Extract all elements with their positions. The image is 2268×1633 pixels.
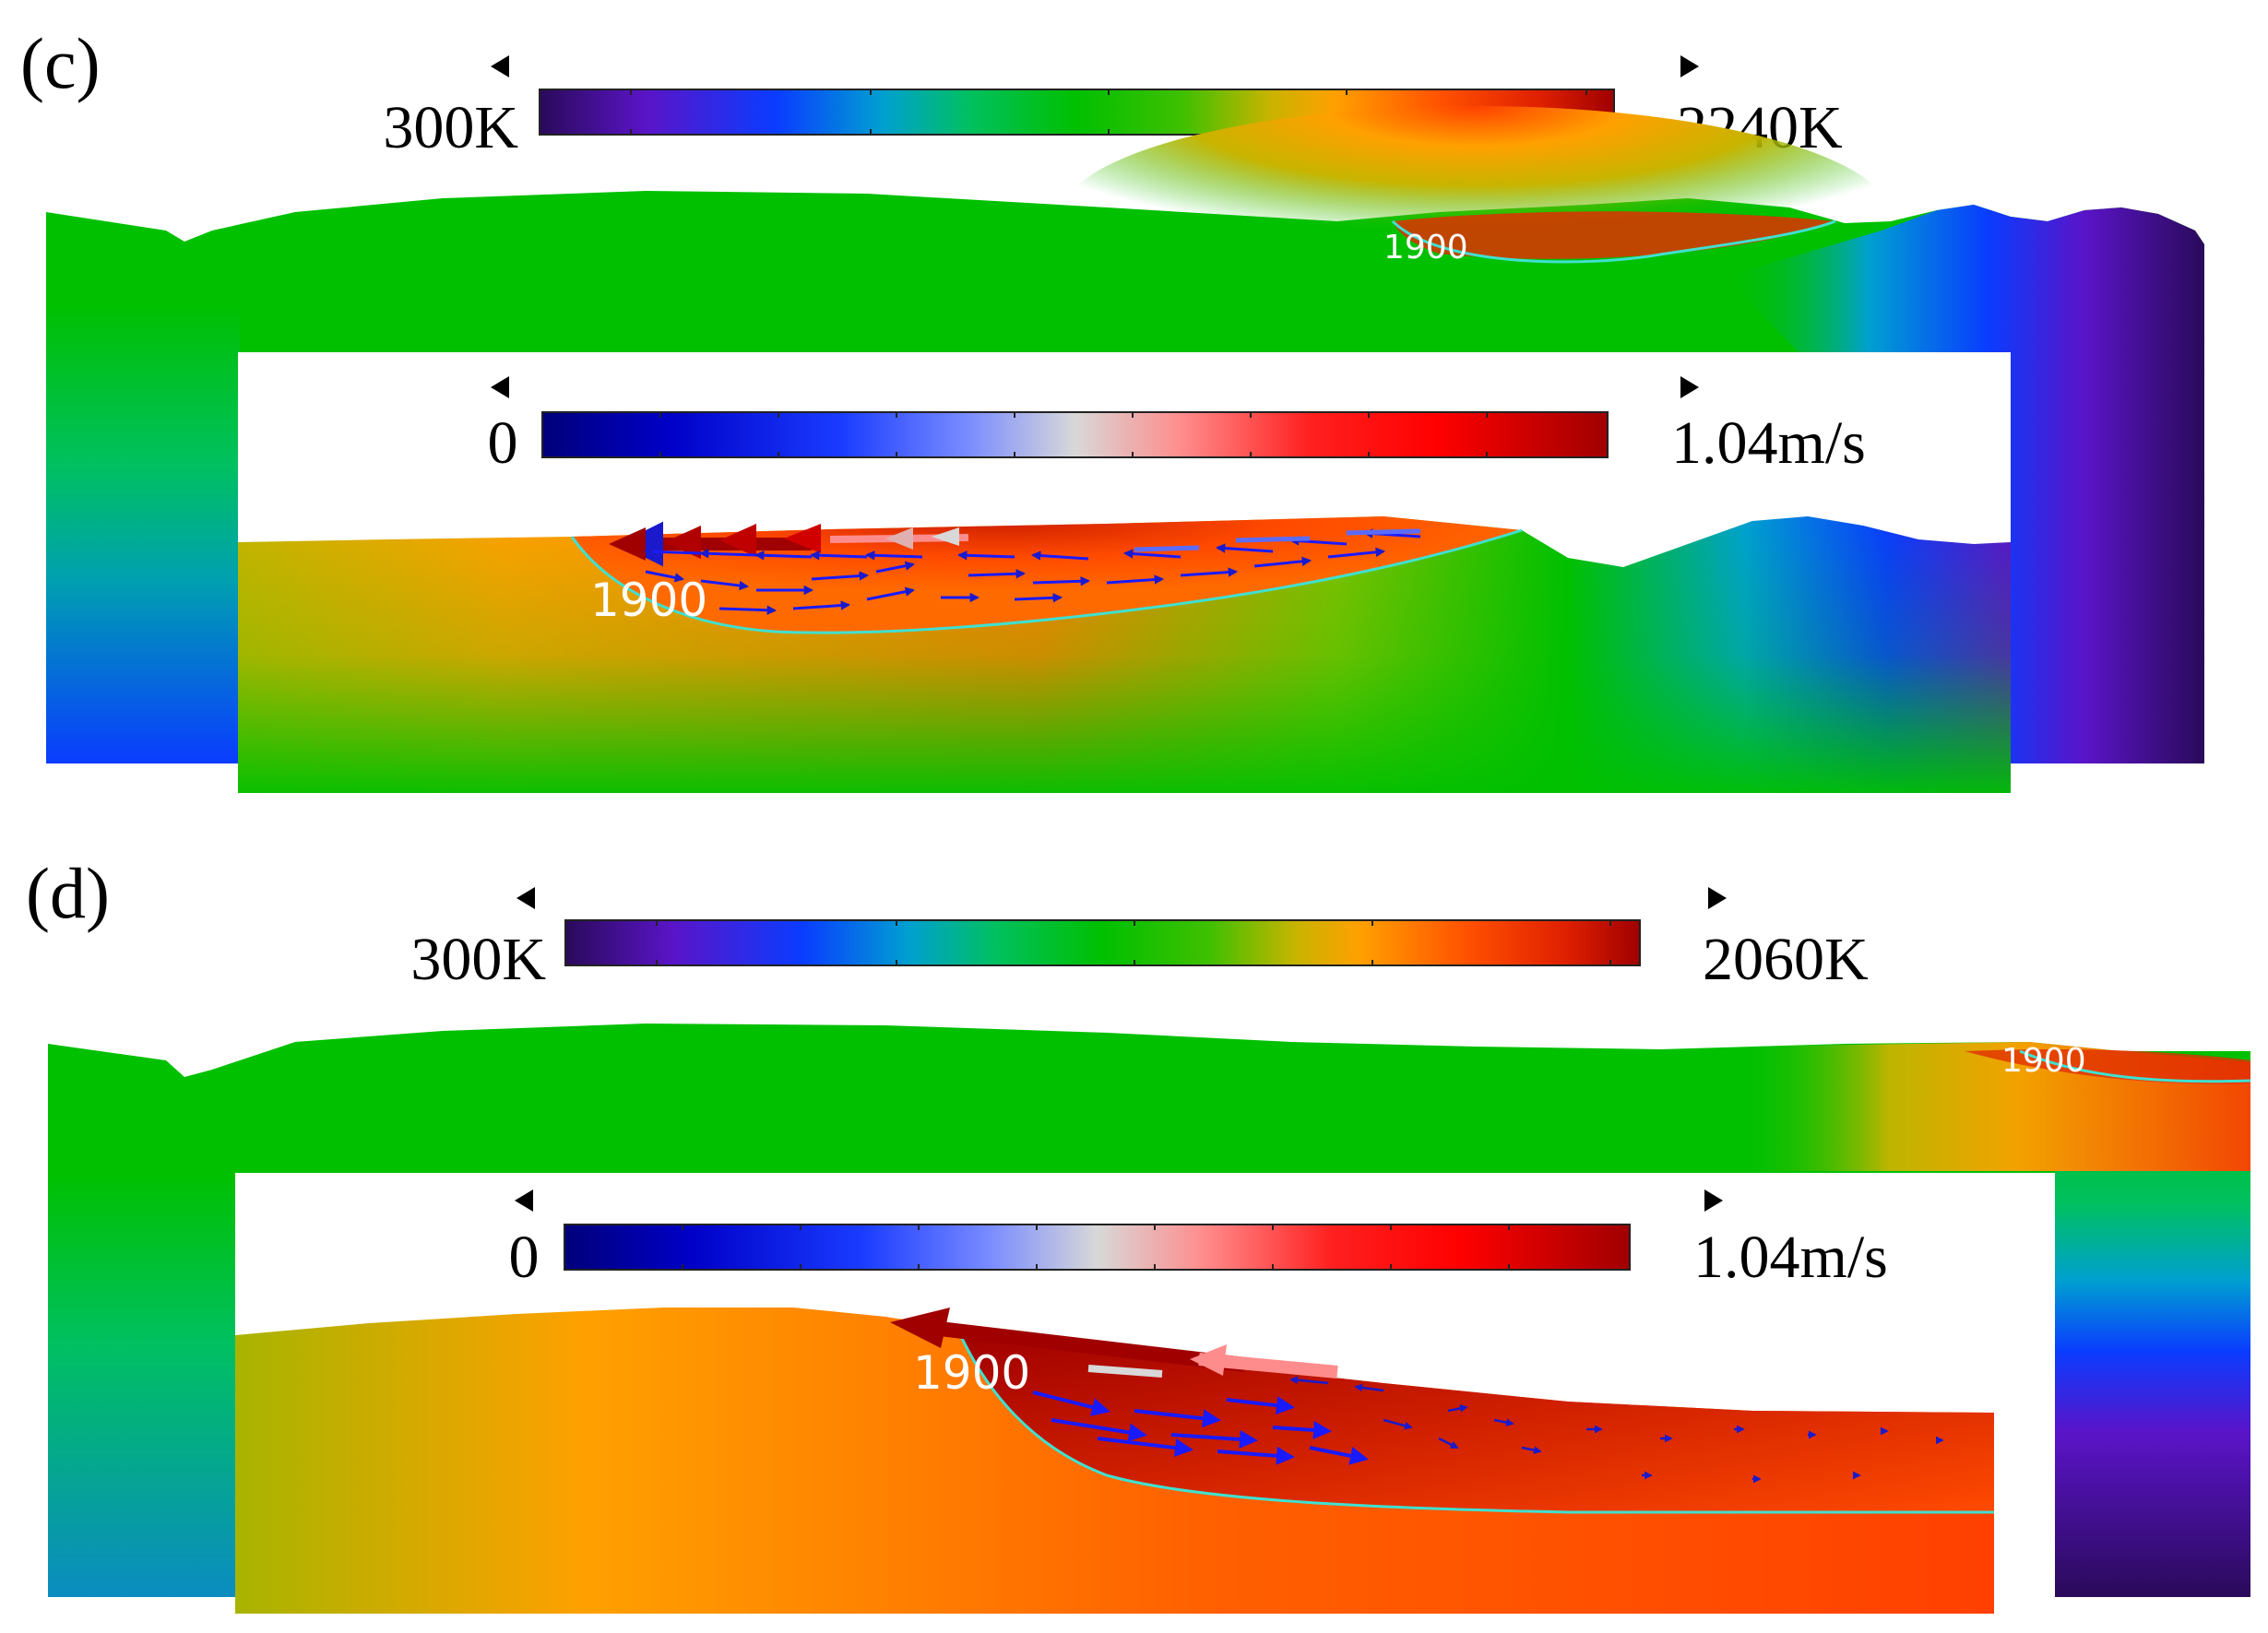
- colorbar-max-triangle-icon: [1680, 55, 1699, 77]
- velocity-min-label-d: 0: [509, 1224, 540, 1291]
- panel-label-c: (c): [20, 23, 101, 103]
- velocity-colorbar-c-ticks: [659, 412, 1488, 457]
- zoom-window-d: 0 1.04m/s 1900: [235, 1173, 2055, 1614]
- velocity-max-triangle-icon: [1704, 1189, 1723, 1212]
- isotherm-line-zoom-c: [570, 528, 1523, 634]
- zoom-window-c: 0 1.04m/s 1900: [238, 352, 2011, 793]
- temperature-colorbar-d-bar: [564, 919, 1641, 966]
- velocity-max-triangle-icon: [1680, 376, 1699, 398]
- temperature-field-zoom-c: 1900: [238, 516, 2011, 793]
- panel-d: (d) 300K 2060K 1900: [26, 853, 2251, 1614]
- velocity-vectors-c: [609, 521, 1421, 615]
- temperature-min-label-c: 300K: [383, 94, 518, 161]
- isotherm-label-zoom-d: 1900: [913, 1346, 1030, 1400]
- isotherm-line-overview-d: [2019, 1049, 2251, 1083]
- panel-label-d: (d): [26, 853, 110, 933]
- velocity-max-label-d: 1.04m/s: [1693, 1224, 1888, 1291]
- colorbar-min-triangle-icon: [517, 887, 535, 909]
- velocity-min-label-c: 0: [488, 409, 518, 477]
- temperature-colorbar-d: 300K 2060K: [410, 887, 1869, 993]
- temperature-max-label-d: 2060K: [1703, 926, 1869, 993]
- velocity-vectors-d: [890, 1308, 1944, 1484]
- isotherm-label-overview-d: 1900: [2001, 1042, 2086, 1080]
- velocity-min-triangle-icon: [515, 1189, 533, 1212]
- temperature-field-zoom-d: 1900: [235, 1308, 1994, 1614]
- colorbar-min-triangle-icon: [491, 55, 509, 77]
- isotherm-label-overview-c: 1900: [1383, 229, 1468, 266]
- isotherm-line-overview-c: [1391, 219, 1836, 264]
- velocity-colorbar-d: 0 1.04m/s: [509, 1189, 1888, 1291]
- temperature-colorbar-d-ticks: [656, 920, 1611, 965]
- velocity-max-label-c: 1.04m/s: [1671, 409, 1866, 477]
- panel-c: (c) 300K 2240K 1900: [20, 23, 2204, 793]
- velocity-min-triangle-icon: [491, 376, 509, 398]
- colorbar-max-triangle-icon: [1708, 887, 1727, 909]
- velocity-colorbar-d-ticks: [682, 1225, 1510, 1270]
- temperature-min-label-d: 300K: [410, 926, 546, 993]
- velocity-colorbar-c-bar: [541, 411, 1609, 458]
- isotherm-label-zoom-c: 1900: [590, 574, 707, 627]
- velocity-colorbar-d-bar: [564, 1224, 1631, 1271]
- isotherm-line-zoom-d: [957, 1331, 1994, 1514]
- velocity-colorbar-c: 0 1.04m/s: [488, 376, 1866, 477]
